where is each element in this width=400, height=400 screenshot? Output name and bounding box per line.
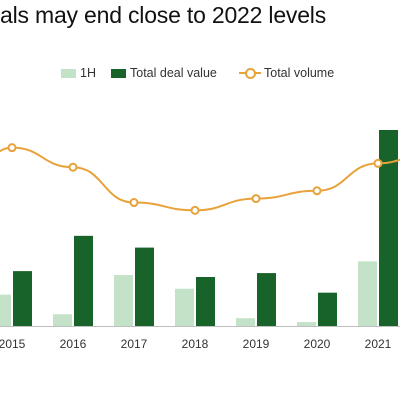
bar-1h-2019 — [236, 318, 255, 326]
point-total-volume-2017 — [129, 198, 139, 208]
bar-total-deal-value-2018 — [196, 277, 215, 326]
x-tick-label-2016: 2016 — [60, 337, 87, 351]
point-total-volume-2018 — [190, 205, 200, 215]
legend-label-1h: 1H — [80, 66, 96, 80]
legend-swatch-1h — [61, 68, 76, 78]
x-tick-label-2020: 2020 — [304, 337, 331, 351]
chart-title: als may end close to 2022 levels — [0, 2, 327, 28]
line-total-volume — [0, 146, 400, 212]
legend-item-total-volume: Total volume — [239, 66, 334, 80]
point-total-volume-2019 — [251, 194, 261, 204]
bar-total-deal-value-2019 — [257, 273, 276, 326]
point-total-volume-2021 — [373, 158, 383, 168]
legend-item-total-deal-value: Total deal value — [111, 66, 217, 80]
point-total-volume-2015 — [7, 143, 17, 153]
legend-label-total-deal-value: Total deal value — [130, 66, 217, 80]
bar-total-deal-value-2016 — [74, 235, 93, 326]
x-tick-label-2015: 2015 — [0, 337, 26, 351]
legend-item-1h: 1H — [61, 66, 96, 80]
bar-1h-2018 — [175, 288, 194, 326]
x-tick-label-2018: 2018 — [182, 337, 209, 351]
bar-1h-2015 — [0, 294, 11, 326]
bar-1h-2021 — [358, 261, 377, 326]
point-total-volume-2020 — [312, 186, 322, 196]
bar-total-deal-value-2017 — [135, 247, 154, 326]
x-tick-label-2017: 2017 — [121, 337, 148, 351]
bar-total-deal-value-2021 — [379, 130, 398, 326]
legend-label-total-volume: Total volume — [264, 66, 335, 80]
legend-swatch-total-volume — [239, 67, 261, 79]
bar-total-deal-value-2020 — [318, 292, 337, 326]
bar-total-deal-value-2015 — [13, 271, 32, 326]
bar-1h-2017 — [114, 275, 133, 326]
x-tick-label-2019: 2019 — [243, 337, 270, 351]
x-tick-label-2021: 2021 — [365, 337, 392, 351]
bar-1h-2016 — [53, 314, 72, 326]
point-total-volume-2016 — [68, 162, 78, 172]
legend-swatch-total-deal-value — [111, 68, 126, 78]
legend: 1H Total deal value Total volume — [0, 66, 400, 86]
bar-1h-2020 — [297, 322, 316, 326]
